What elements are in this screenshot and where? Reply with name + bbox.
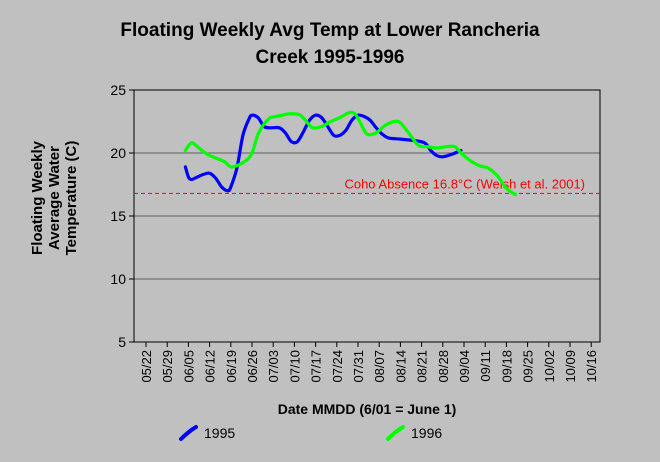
x-tick-label: 07/03 — [266, 350, 281, 383]
y-axis-label-line1: Floating Weekly — [29, 140, 46, 255]
y-tick-label: 25 — [110, 82, 126, 98]
y-axis-ticks: 5 10 15 20 25 — [110, 82, 134, 350]
gridlines — [134, 152, 600, 280]
x-tick-label: 08/21 — [415, 350, 430, 383]
x-tick-label: 09/04 — [457, 350, 472, 383]
x-tick-label: 10/16 — [584, 350, 599, 383]
x-tick-label: 05/22 — [139, 350, 154, 383]
y-axis-label-line3: Temperature (C) — [63, 141, 80, 256]
series-line-1995 — [183, 113, 463, 193]
series-line-1996 — [183, 110, 518, 197]
reference-line-group: Coho Absence 16.8°C (Welsh et al. 2001) — [134, 176, 600, 194]
x-tick-label: 06/12 — [203, 350, 218, 383]
y-tick-label: 10 — [110, 271, 126, 287]
chart-title-line2: Creek 1995-1996 — [256, 47, 405, 68]
x-tick-label: 08/28 — [436, 350, 451, 383]
x-tick-label: 07/24 — [330, 350, 345, 383]
x-tick-label: 09/11 — [478, 350, 493, 382]
x-tick-label: 05/29 — [160, 350, 175, 383]
legend: 1995 1996 — [179, 425, 442, 441]
x-tick-label: 10/02 — [542, 350, 557, 383]
legend-swatch-1995 — [179, 425, 198, 441]
x-tick-label: 06/26 — [245, 350, 260, 383]
x-tick-label: 06/19 — [224, 350, 239, 383]
y-tick-label: 20 — [110, 145, 126, 161]
x-tick-label: 06/05 — [181, 350, 196, 383]
series-group — [183, 110, 518, 197]
x-tick-label: 08/14 — [393, 350, 408, 383]
x-tick-label: 09/18 — [499, 350, 514, 383]
y-tick-label: 15 — [110, 208, 126, 224]
legend-label-1996: 1996 — [411, 425, 442, 441]
x-tick-label: 07/31 — [351, 350, 366, 383]
x-tick-label: 09/25 — [521, 350, 536, 383]
reference-line-label: Coho Absence 16.8°C (Welsh et al. 2001) — [344, 176, 585, 191]
x-axis-ticks: 05/22 05/29 06/05 06/12 06/19 06/26 07/03 07/10… — [139, 342, 599, 383]
x-tick-label: 10/09 — [563, 350, 578, 383]
x-tick-label: 07/10 — [287, 350, 302, 383]
x-tick-label: 07/17 — [309, 350, 324, 383]
y-axis-label-line2: Average Water — [46, 146, 63, 250]
x-axis-label: Date MMDD (6/01 = June 1) — [278, 401, 457, 417]
chart-title-line1: Floating Weekly Avg Temp at Lower Ranche… — [120, 20, 540, 41]
legend-swatch-1996 — [386, 425, 405, 441]
y-tick-label: 5 — [118, 334, 126, 350]
legend-label-1995: 1995 — [204, 425, 235, 441]
x-tick-label: 08/07 — [372, 350, 387, 383]
